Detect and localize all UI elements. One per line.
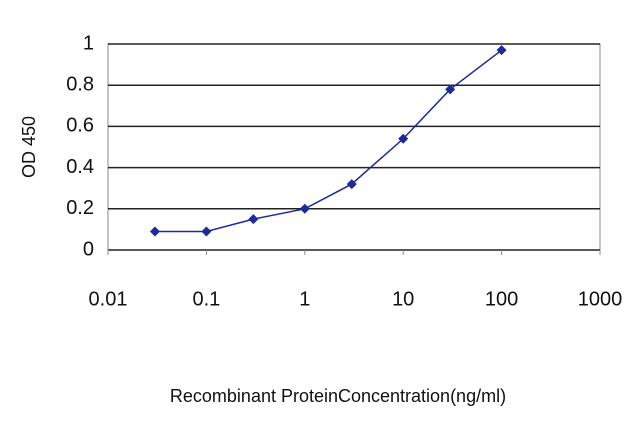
plot-area <box>107 43 601 251</box>
y-tick-label: 0.6 <box>66 115 94 137</box>
x-tick-label: 10 <box>392 288 414 310</box>
y-tick-label: 0.2 <box>66 197 94 219</box>
x-tick-label: 1 <box>299 288 310 310</box>
x-tick-label: 1000 <box>578 288 623 310</box>
series-line <box>154 49 503 233</box>
y-tick-label: 0.4 <box>66 156 94 178</box>
y-tick-label: 0 <box>83 238 94 260</box>
data-point <box>398 133 409 144</box>
data-point <box>299 203 310 214</box>
data-point <box>445 84 456 95</box>
y-tick-label: 0.8 <box>66 73 94 95</box>
data-point <box>496 45 507 56</box>
x-axis-label: Recombinant ProteinConcentration(ng/ml) <box>170 386 506 406</box>
y-axis-label: OD 450 <box>19 116 39 178</box>
data-point <box>149 226 160 237</box>
data-point <box>346 179 357 190</box>
x-tick-label: 100 <box>485 288 518 310</box>
x-tick-label: 0.1 <box>192 288 220 310</box>
data-point <box>201 226 212 237</box>
y-tick-label: 1 <box>83 32 94 54</box>
x-tick-label: 0.01 <box>89 288 128 310</box>
data-point <box>248 214 259 225</box>
